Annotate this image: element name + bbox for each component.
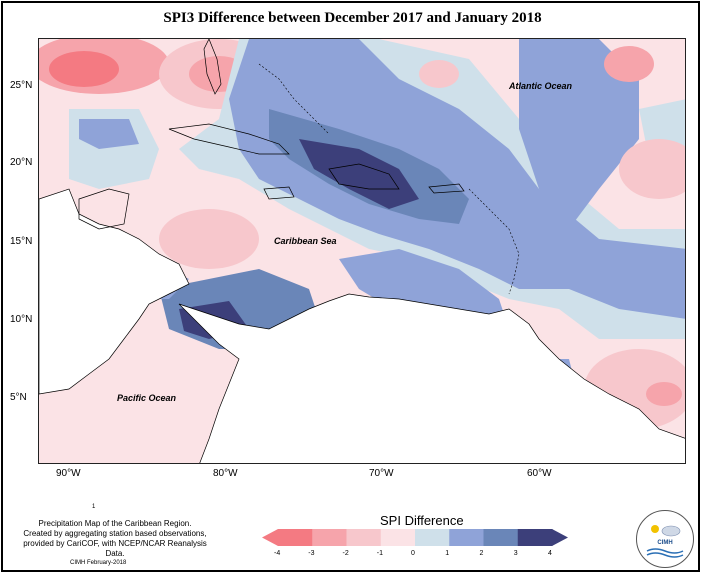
legend-swatch-high — [552, 529, 568, 546]
legend-swatch — [415, 529, 450, 546]
map-canvas: Atlantic Ocean Caribbean Sea Pacific Oce… — [39, 39, 685, 463]
legend-swatch-low — [262, 529, 278, 546]
legend-tick-label: -3 — [308, 550, 315, 557]
map-area: Atlantic Ocean Caribbean Sea Pacific Oce… — [38, 38, 686, 464]
legend-swatch — [346, 529, 382, 546]
legend-tick-label: 0 — [411, 550, 415, 557]
legend-swatch — [278, 529, 313, 546]
legend-tick-label: -4 — [274, 550, 281, 557]
lon-tick-70w: 70°W — [369, 468, 394, 479]
legend-tick-label: -1 — [376, 550, 383, 557]
lon-tick-60w: 60°W — [527, 468, 552, 479]
lat-tick-10n: 10°N — [10, 314, 33, 325]
footer-note-line2: Created by aggregating station based obs… — [23, 529, 207, 538]
label-atlantic-ocean: Atlantic Ocean — [508, 81, 573, 91]
label-pacific-ocean: Pacific Ocean — [117, 393, 177, 403]
cimh-logo: CIMH — [636, 510, 694, 568]
legend-swatch — [312, 529, 347, 546]
legend-tick-label: 1 — [445, 550, 450, 557]
legend-tick-label: 4 — [548, 550, 552, 557]
label-caribbean-sea: Caribbean Sea — [274, 236, 337, 246]
legend-tick-label: 2 — [479, 550, 484, 557]
lat-tick-25n: 25°N — [10, 80, 33, 91]
legend-tick-label: 3 — [513, 550, 518, 557]
legend-swatch — [449, 529, 484, 546]
lat-tick-20n: 20°N — [10, 157, 33, 168]
footer-marker: 1 — [92, 504, 96, 510]
legend-tick-label: -2 — [342, 550, 349, 557]
legend-swatch — [483, 529, 519, 546]
lon-tick-90w: 90°W — [56, 468, 81, 479]
map-title: SPI3 Difference between December 2017 an… — [163, 10, 542, 26]
legend-swatch — [517, 529, 553, 546]
footer-credit: CIMH February-2018 — [70, 560, 127, 566]
footer-note: Precipitation Map of the Caribbean Regio… — [20, 519, 210, 559]
lon-tick-80w: 80°W — [213, 468, 238, 479]
legend-colorbar — [262, 529, 568, 546]
lat-tick-15n: 15°N — [10, 236, 33, 247]
logo-text: CIMH — [657, 540, 673, 546]
lat-tick-5n: 5°N — [10, 392, 27, 403]
legend-swatch — [380, 529, 416, 546]
footer-note-line3: provided by CariCOF, with NCEP/NCAR Rean… — [23, 539, 207, 558]
legend-title: SPI Difference — [380, 513, 464, 528]
footer-note-line1: Precipitation Map of the Caribbean Regio… — [38, 519, 192, 528]
sun-cloud-icon — [646, 525, 684, 558]
